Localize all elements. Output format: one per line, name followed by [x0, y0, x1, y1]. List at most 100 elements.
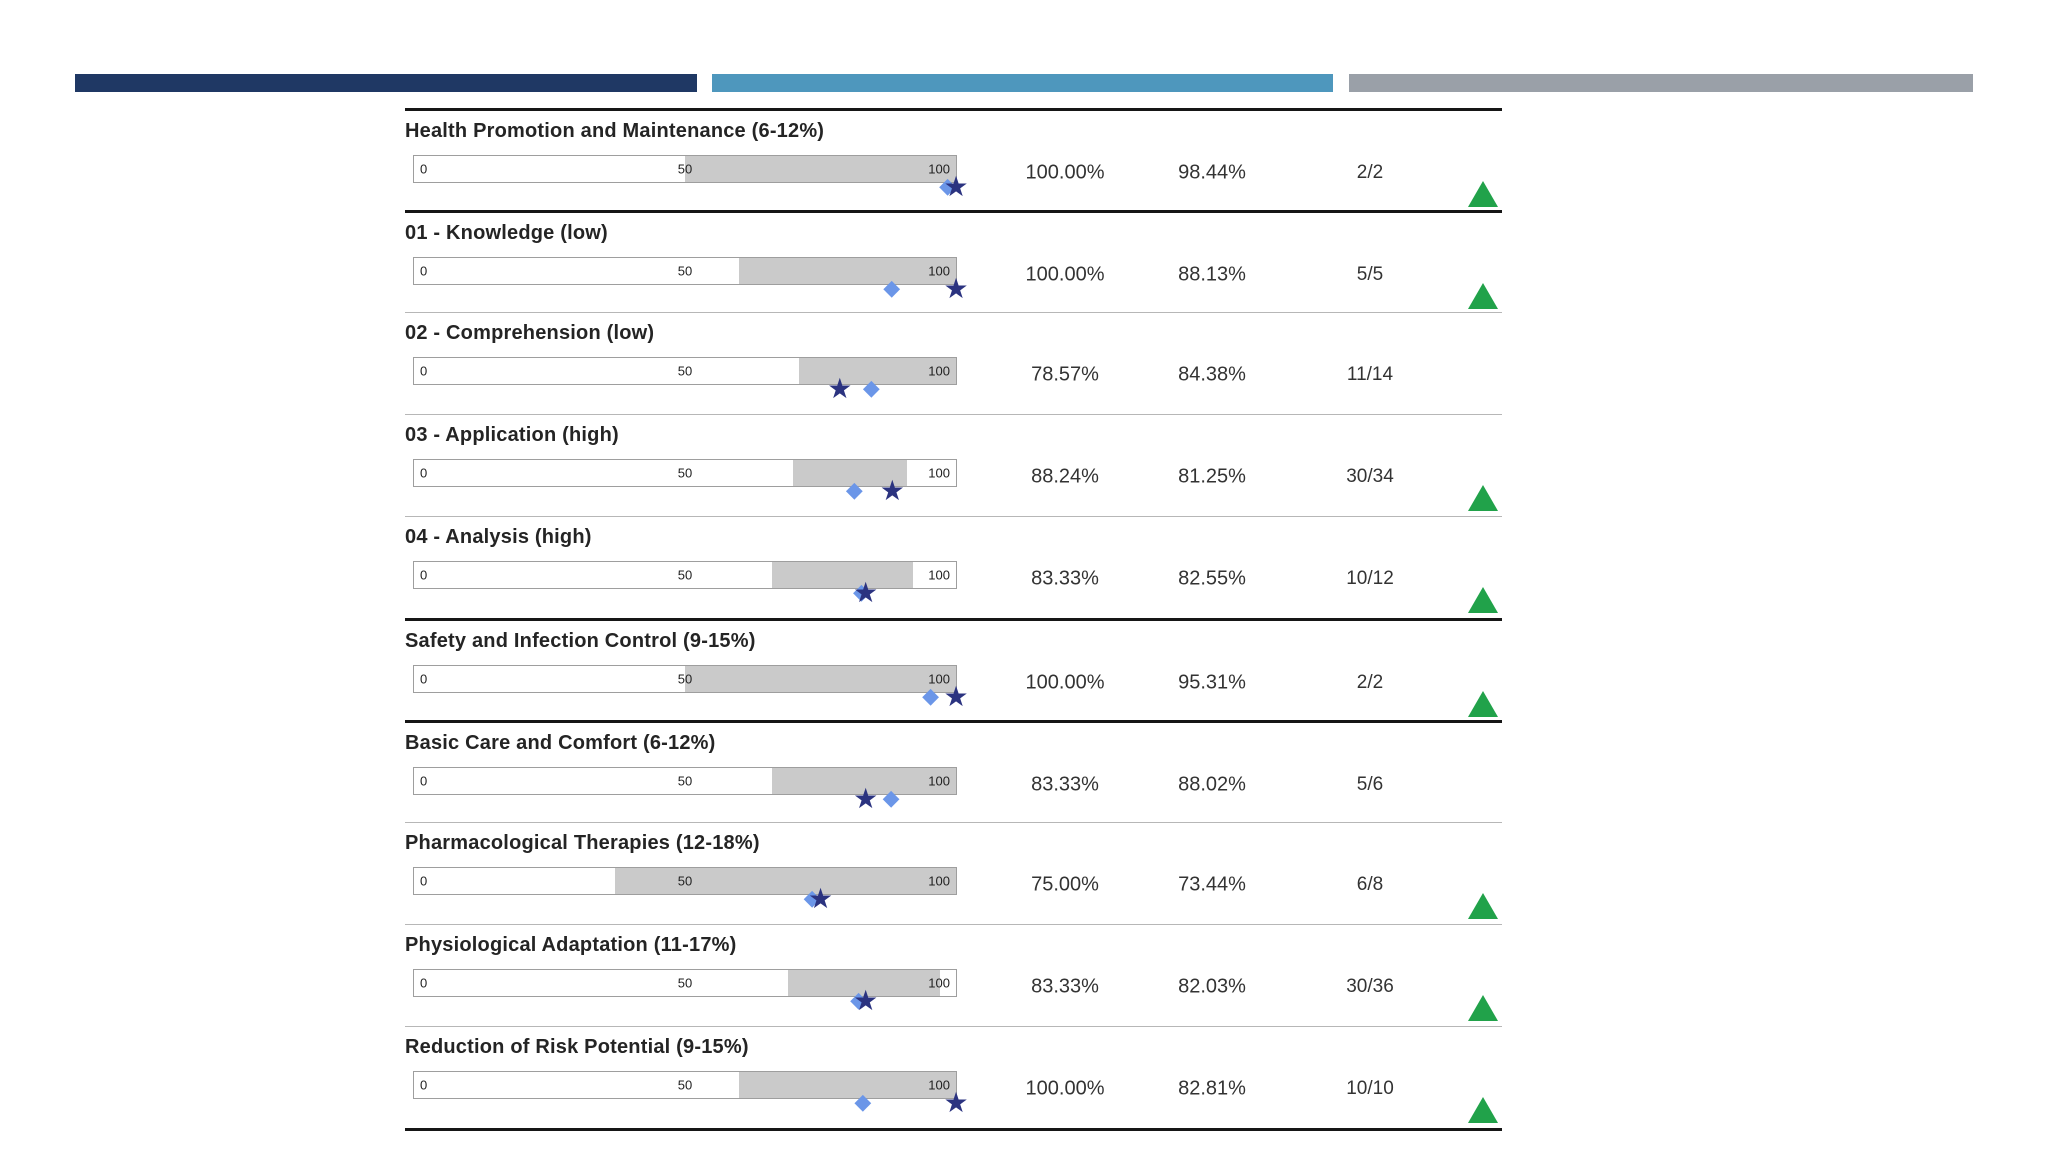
comparison-range-band: [739, 258, 956, 284]
scale-label-0: 0: [420, 263, 428, 279]
individual-score-star-icon: ★: [853, 985, 879, 1016]
scale-label-0: 0: [420, 975, 428, 991]
scale-label-50: 50: [677, 363, 693, 379]
individual-score-star-icon: ★: [943, 681, 969, 712]
comparison-percent-value: 88.02%: [1178, 773, 1246, 796]
individual-score-star-icon: ★: [943, 1087, 969, 1118]
category-title: 04 - Analysis (high): [405, 526, 592, 548]
score-range-bar: 0 50 100 ◆ ★: [413, 155, 969, 201]
items-correct-ratio: 2/2: [1356, 162, 1384, 183]
comparison-percent-value: 84.38%: [1178, 363, 1246, 386]
category-results-table: Health Promotion and Maintenance (6-12%)…: [405, 108, 1502, 1131]
scale-label-50: 50: [677, 1077, 693, 1093]
comparison-range-band: [798, 358, 956, 384]
header-blue-bar: [712, 74, 1333, 92]
score-range-bar: 0 50 100 ◆ ★: [413, 459, 957, 505]
comparison-mean-diamond-icon: ◆: [883, 275, 901, 300]
scale-label-100: 100: [928, 263, 950, 279]
table-row: 04 - Analysis (high) 0 50 100 ◆ ★ 83.33%…: [405, 516, 1502, 618]
scale-label-50: 50: [677, 773, 693, 789]
items-correct-ratio: 10/10: [1346, 1078, 1394, 1099]
trend-up-triangle-icon: [1468, 468, 1498, 511]
score-range-bar: 0 50 100 ◆ ★: [413, 969, 957, 1015]
category-title: Basic Care and Comfort (6-12%): [405, 732, 716, 754]
individual-percent-value: 88.24%: [1031, 465, 1099, 488]
scale-label-50: 50: [677, 465, 693, 481]
category-title: 02 - Comprehension (low): [405, 322, 655, 344]
individual-score-star-icon: ★: [853, 783, 879, 814]
comparison-mean-diamond-icon: ◆: [882, 785, 900, 810]
comparison-range-band: [739, 1072, 956, 1098]
trend-up-triangle-icon: [1468, 876, 1498, 919]
category-title: Pharmacological Therapies (12-18%): [405, 832, 760, 854]
scale-label-100: 100: [928, 773, 950, 789]
table-row: Physiological Adaptation (11-17%) 0 50 1…: [405, 924, 1502, 1026]
comparison-mean-diamond-icon: ◆: [854, 1089, 872, 1114]
comparison-mean-diamond-icon: ◆: [939, 173, 956, 198]
comparison-percent-value: 82.03%: [1178, 975, 1246, 998]
items-correct-ratio: 11/14: [1346, 364, 1394, 385]
individual-percent-value: 75.00%: [1031, 873, 1099, 896]
items-correct-ratio: 5/5: [1356, 264, 1384, 285]
comparison-mean-diamond-icon: ◆: [922, 683, 940, 708]
scale-label-0: 0: [420, 773, 428, 789]
table-row: Safety and Infection Control (9-15%) 0 5…: [405, 618, 1502, 720]
trend-up-triangle-icon: [1468, 1080, 1498, 1123]
trend-up-triangle-icon: [1468, 164, 1498, 207]
items-correct-ratio: 30/34: [1346, 466, 1394, 487]
items-correct-ratio: 6/8: [1356, 874, 1384, 895]
scale-label-100: 100: [928, 567, 950, 583]
table-row: 01 - Knowledge (low) 0 50 100 ◆ ★ 100.00…: [405, 210, 1502, 312]
trend-up-triangle-icon: [1468, 266, 1498, 309]
comparison-range-band: [771, 562, 913, 588]
individual-percent-value: 100.00%: [1025, 671, 1105, 694]
scale-label-100: 100: [928, 363, 950, 379]
table-row: Pharmacological Therapies (12-18%) 0 50 …: [405, 822, 1502, 924]
scale-label-50: 50: [677, 567, 693, 583]
score-range-bar: 0 50 100 ◆ ★: [413, 1071, 969, 1117]
scale-label-100: 100: [928, 1077, 950, 1093]
table-row: 03 - Application (high) 0 50 100 ◆ ★ 88.…: [405, 414, 1502, 516]
comparison-percent-value: 82.55%: [1178, 567, 1246, 590]
scale-label-50: 50: [677, 263, 693, 279]
comparison-mean-diamond-icon: ◆: [850, 987, 868, 1012]
category-title: Reduction of Risk Potential (9-15%): [405, 1036, 749, 1058]
individual-score-star-icon: ★: [943, 171, 969, 202]
individual-percent-value: 100.00%: [1025, 263, 1105, 286]
scale-label-50: 50: [677, 873, 693, 889]
scale-label-0: 0: [420, 161, 428, 177]
category-title: 01 - Knowledge (low): [405, 222, 608, 244]
table-row: 02 - Comprehension (low) 0 50 100 ◆ ★ 78…: [405, 312, 1502, 414]
table-row: Reduction of Risk Potential (9-15%) 0 50…: [405, 1026, 1502, 1128]
score-range-bar: 0 50 100 ◆ ★: [413, 665, 969, 711]
score-range-bar: 0 50 100 ◆ ★: [413, 561, 957, 607]
comparison-mean-diamond-icon: ◆: [862, 375, 880, 400]
trend-up-triangle-icon: [1468, 674, 1498, 717]
comparison-range-band: [685, 666, 956, 692]
category-title: Safety and Infection Control (9-15%): [405, 630, 756, 652]
score-range-bar: 0 50 100 ◆ ★: [413, 257, 969, 303]
individual-percent-value: 100.00%: [1025, 161, 1105, 184]
scale-label-100: 100: [928, 975, 950, 991]
comparison-percent-value: 88.13%: [1178, 263, 1246, 286]
scale-label-0: 0: [420, 363, 428, 379]
scale-label-50: 50: [677, 161, 693, 177]
individual-percent-value: 100.00%: [1025, 1077, 1105, 1100]
category-title: Physiological Adaptation (11-17%): [405, 934, 737, 956]
scale-label-100: 100: [928, 873, 950, 889]
table-row: Basic Care and Comfort (6-12%) 0 50 100 …: [405, 720, 1502, 822]
individual-score-star-icon: ★: [807, 883, 834, 914]
scale-label-0: 0: [420, 465, 428, 481]
individual-score-star-icon: ★: [827, 373, 853, 404]
individual-percent-value: 83.33%: [1031, 773, 1099, 796]
trend-up-triangle-icon: [1468, 978, 1498, 1021]
score-range-bar: 0 50 100 ◆ ★: [413, 867, 957, 913]
items-correct-ratio: 5/6: [1356, 774, 1384, 795]
comparison-percent-value: 98.44%: [1178, 161, 1246, 184]
comparison-mean-diamond-icon: ◆: [852, 579, 870, 604]
header-gray-bar: [1349, 74, 1973, 92]
items-correct-ratio: 30/36: [1346, 976, 1394, 997]
comparison-range-band: [685, 156, 956, 182]
scale-label-100: 100: [928, 465, 950, 481]
scale-label-100: 100: [928, 161, 950, 177]
